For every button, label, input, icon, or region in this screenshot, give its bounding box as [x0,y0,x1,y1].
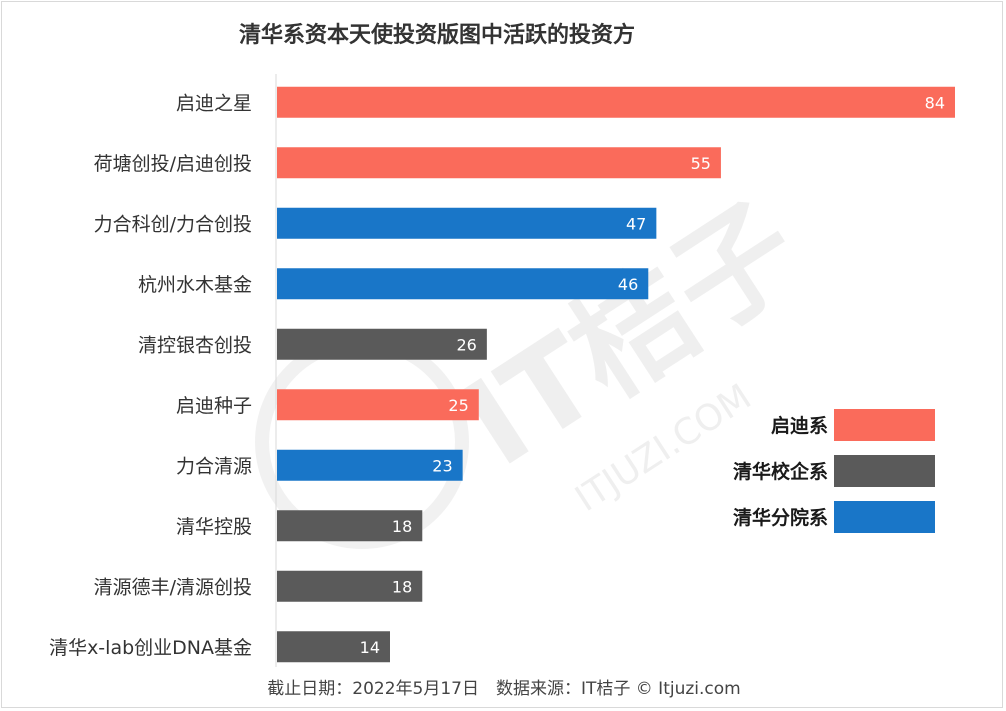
bar-8 [277,510,423,542]
bar-4 [277,268,649,300]
bar-value-label: 26 [456,335,476,354]
bar-value-label: 18 [392,517,412,536]
bar-9 [277,570,423,602]
bar-3 [277,207,657,239]
chart-title: 清华系资本天使投资版图中活跃的投资方 [239,22,635,48]
bar-value-label: 47 [626,214,646,233]
bars-group: 84 55 47 46 26 25 23 18 18 14 [277,86,955,663]
legend-swatch [834,455,935,487]
category-label: 清华x-lab创业DNA基金 [49,637,252,659]
legend-label: 清华校企系 [733,460,828,483]
bar-value-label: 25 [448,396,468,415]
legend-label: 清华分院系 [733,506,828,529]
bar-6 [277,389,479,421]
footer-source: 截止日期：2022年5月17日 数据来源：IT桔子 © Itjuzi.com [267,679,740,699]
legend-label: 启迪系 [771,414,828,437]
bar-1 [277,86,955,118]
bar-value-label: 84 [925,93,945,112]
category-label: 清华控股 [176,516,252,538]
category-label: 启迪之星 [176,92,252,114]
legend-swatch [834,409,935,441]
bar-7 [277,449,463,481]
bar-2 [277,147,721,179]
category-label: 力合清源 [176,455,252,477]
bar-value-label: 55 [691,154,711,173]
category-labels-group: 启迪之星荷塘创投/启迪创投力合科创/力合创投杭州水木基金清控银杏创投启迪种子力合… [49,92,252,659]
category-label: 力合科创/力合创投 [94,213,252,235]
category-label: 启迪种子 [176,395,252,417]
bar-10 [277,631,390,663]
category-label: 清控银杏创投 [138,334,252,356]
bar-value-label: 14 [360,638,380,657]
bar-5 [277,328,487,360]
bar-value-label: 23 [432,456,452,475]
category-label: 荷塘创投/启迪创投 [94,153,252,175]
legend-swatch [834,501,935,533]
bar-value-label: 18 [392,577,412,596]
category-label: 杭州水木基金 [138,274,252,296]
category-label: 清源德丰/清源创投 [94,576,252,598]
bar-value-label: 46 [618,275,638,294]
